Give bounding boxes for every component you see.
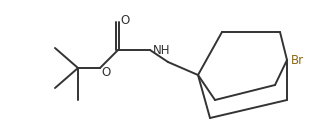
Text: O: O	[101, 67, 110, 80]
Text: NH: NH	[153, 45, 171, 58]
Text: Br: Br	[291, 55, 304, 68]
Text: O: O	[120, 14, 129, 28]
